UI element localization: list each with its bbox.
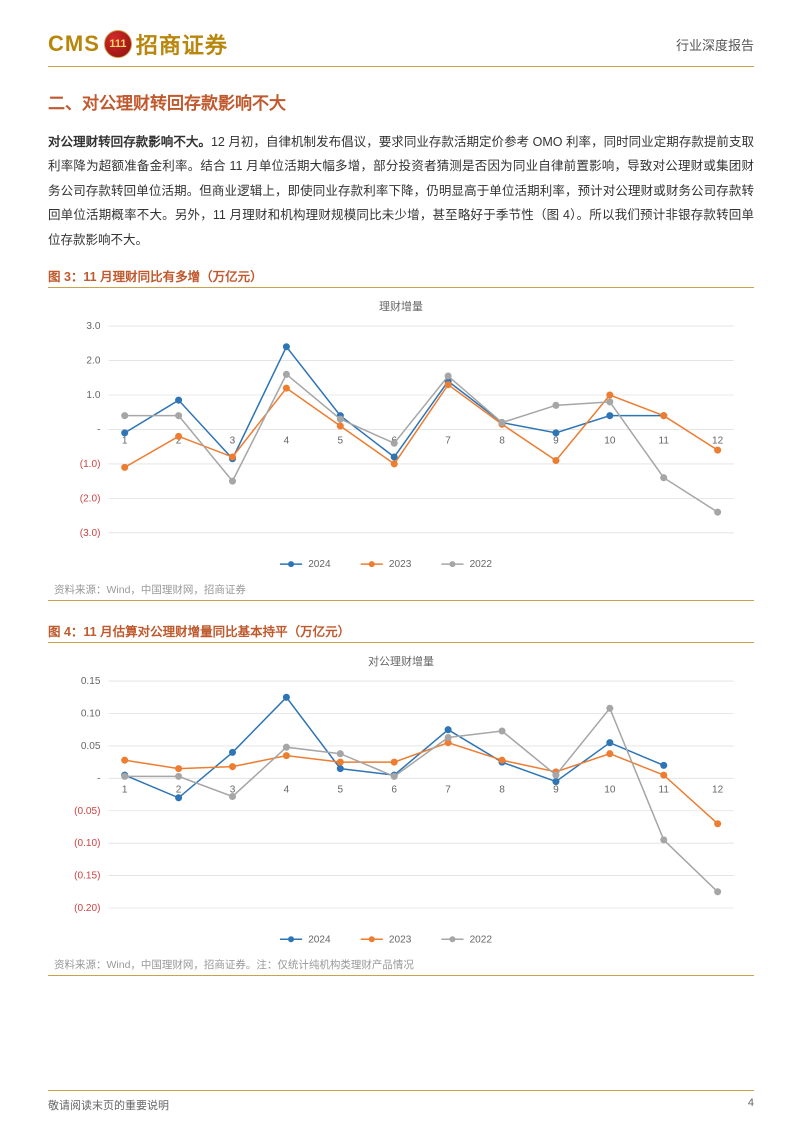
svg-text:0.10: 0.10 xyxy=(81,709,101,720)
logo-emblem-text: 111 xyxy=(109,38,126,50)
svg-text:9: 9 xyxy=(553,785,559,796)
svg-text:8: 8 xyxy=(499,785,505,796)
svg-text:2024: 2024 xyxy=(308,559,331,570)
svg-text:(1.0): (1.0) xyxy=(80,459,101,470)
svg-text:2023: 2023 xyxy=(389,559,412,570)
fig4-source: 资料来源：Wind，中国理财网，招商证券。注：仅统计纯机构类理财产品情况 xyxy=(48,955,754,976)
svg-text:10: 10 xyxy=(604,435,616,446)
page-footer: 敬请阅读末页的重要说明 4 xyxy=(48,1090,754,1113)
svg-text:9: 9 xyxy=(553,435,559,446)
fig4-subtitle: 对公理财增量 xyxy=(48,647,754,671)
svg-text:5: 5 xyxy=(338,435,344,446)
svg-text:2022: 2022 xyxy=(470,934,493,945)
svg-text:4: 4 xyxy=(284,435,290,446)
fig3-title: 图 3：11 月理财同比有多增（万亿元） xyxy=(48,266,754,288)
svg-text:3.0: 3.0 xyxy=(86,321,100,332)
fig4-chart: 对公理财增量 0.15 0.10 0.05 - (0.05) (0.10) (0.15) (0… xyxy=(48,647,754,953)
svg-text:-: - xyxy=(97,424,100,435)
svg-text:1: 1 xyxy=(122,435,128,446)
fig3-chart: 理财增量 3.02.01.0-(1.0)(2.0)(3.0)1234567891… xyxy=(48,292,754,578)
para-lead: 对公理财转回存款影响不大。 xyxy=(48,135,211,149)
svg-text:8: 8 xyxy=(499,435,505,446)
svg-text:0.05: 0.05 xyxy=(81,741,101,752)
logo-cms-text: CMS xyxy=(48,31,100,57)
svg-text:12: 12 xyxy=(712,785,724,796)
svg-text:(0.20): (0.20) xyxy=(74,903,100,914)
svg-text:2022: 2022 xyxy=(470,559,493,570)
fig4-svg: 0.150.100.05-(0.05)(0.10)(0.15)(0.20)123… xyxy=(48,671,754,953)
svg-text:7: 7 xyxy=(445,435,451,446)
svg-text:1: 1 xyxy=(122,785,128,796)
fig4-title: 图 4：11 月估算对公理财增量同比基本持平（万亿元） xyxy=(48,621,754,643)
fig3-source: 资料来源：Wind，中国理财网，招商证券 xyxy=(48,580,754,601)
footer-disclaimer: 敬请阅读末页的重要说明 xyxy=(48,1097,169,1113)
report-type-label: 行业深度报告 xyxy=(676,35,754,54)
svg-text:(0.10): (0.10) xyxy=(74,838,100,849)
svg-text:(3.0): (3.0) xyxy=(80,528,101,539)
svg-text:11: 11 xyxy=(659,785,670,796)
svg-text:10: 10 xyxy=(604,785,616,796)
svg-text:1.0: 1.0 xyxy=(86,390,100,401)
fig3-svg: 3.02.01.0-(1.0)(2.0)(3.0)123456789101112… xyxy=(48,316,754,578)
svg-text:4: 4 xyxy=(284,785,290,796)
body-paragraph: 对公理财转回存款影响不大。12 月初，自律机制发布倡议，要求同业存款活期定价参考… xyxy=(48,130,754,252)
svg-text:7: 7 xyxy=(445,785,451,796)
svg-text:2024: 2024 xyxy=(308,934,331,945)
footer-page-number: 4 xyxy=(748,1097,754,1113)
page-header: CMS 111 招商证券 行业深度报告 xyxy=(48,28,754,67)
fig3-subtitle: 理财增量 xyxy=(48,292,754,316)
logo-emblem-icon: 111 xyxy=(104,30,132,58)
svg-text:2.0: 2.0 xyxy=(86,355,100,366)
svg-text:5: 5 xyxy=(338,785,344,796)
svg-text:0.15: 0.15 xyxy=(81,676,101,687)
svg-text:2023: 2023 xyxy=(389,934,412,945)
svg-text:(0.15): (0.15) xyxy=(74,871,100,882)
para-body: 12 月初，自律机制发布倡议，要求同业存款活期定价参考 OMO 利率，同时同业定… xyxy=(48,135,754,247)
svg-text:3: 3 xyxy=(230,435,236,446)
svg-text:11: 11 xyxy=(659,435,670,446)
svg-text:12: 12 xyxy=(712,435,724,446)
svg-text:2: 2 xyxy=(176,785,182,796)
svg-text:(2.0): (2.0) xyxy=(80,493,101,504)
svg-text:-: - xyxy=(97,773,100,784)
logo-chinese-text: 招商证券 xyxy=(136,28,228,60)
section-title: 二、对公理财转回存款影响不大 xyxy=(48,89,754,114)
logo-block: CMS 111 招商证券 xyxy=(48,28,228,60)
svg-text:6: 6 xyxy=(391,785,397,796)
svg-text:(0.05): (0.05) xyxy=(74,806,100,817)
